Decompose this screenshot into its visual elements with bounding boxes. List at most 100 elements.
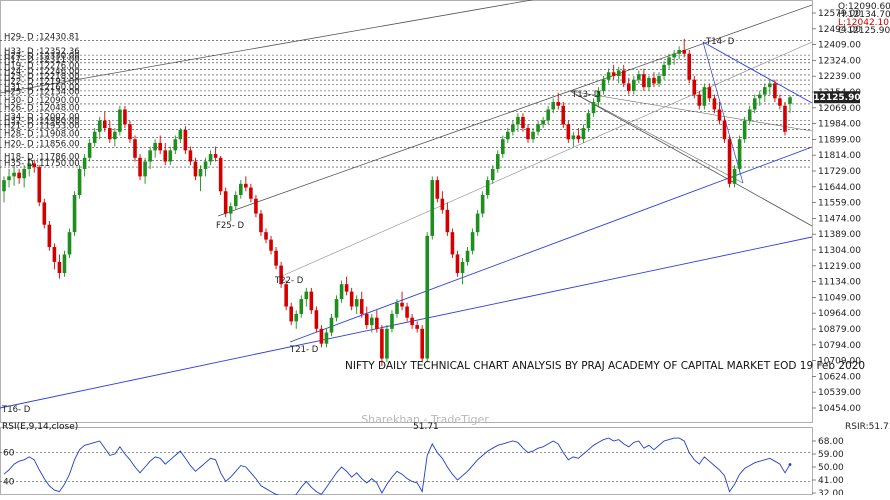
ohlc-high: H:12134.70: [838, 10, 890, 20]
candle-body: [128, 124, 132, 140]
candle-body: [536, 124, 540, 132]
candle-body: [244, 183, 248, 188]
candle-body: [677, 49, 681, 54]
candle-body: [364, 313, 369, 326]
candle-body: [737, 139, 742, 169]
candle-body: [717, 109, 722, 121]
candle-body: [2, 180, 6, 192]
candle-body: [702, 87, 707, 106]
candle-body: [506, 131, 510, 140]
candle-body: [102, 120, 107, 129]
candle-body: [435, 180, 440, 199]
chart-title: NIFTY DAILY TECHNICAL CHART ANALYSIS BY …: [345, 360, 865, 372]
candle-body: [37, 167, 42, 203]
price-tick-label: 11559.00: [818, 199, 861, 209]
candle-body: [541, 120, 545, 125]
price-tick-label: 10709.00: [818, 357, 861, 367]
candle-body: [707, 87, 712, 99]
price-tick-label: 12239.00: [818, 72, 861, 82]
rsi-tick-label: 59.00: [818, 450, 844, 460]
candle-body: [62, 254, 67, 274]
candle-body: [254, 198, 258, 214]
rsi-right-label: RSIR:51.71: [845, 422, 890, 432]
rsi-left-tick-label: 60: [3, 449, 15, 459]
price-tick-label: 10794.00: [818, 341, 861, 351]
candle-body: [354, 299, 359, 307]
last-price-label: 12125.90: [813, 93, 860, 103]
trendline-blue-support-2: [289, 146, 812, 343]
candle-body: [7, 176, 11, 181]
candle-body: [495, 154, 500, 169]
candle-body: [284, 284, 288, 307]
trendline-blue-fan: [702, 41, 744, 184]
price-tick-label: 11729.00: [818, 167, 861, 177]
candle-body: [742, 120, 747, 140]
ohlc-box: O:12090.60 H:12134.70 L:12042.10 C:12125…: [838, 2, 890, 36]
level-label: H22- D :12193.00: [4, 77, 80, 87]
candle-body: [304, 291, 309, 300]
candle-body: [218, 157, 223, 192]
trendline-blue-resistance: [702, 41, 812, 104]
level-label: H25- D :12134.00: [4, 88, 80, 98]
candle-body: [556, 102, 561, 106]
candle-body: [571, 135, 576, 140]
candle-body: [465, 250, 470, 262]
candle-body: [158, 142, 162, 151]
candle-body: [687, 53, 692, 80]
candle-body: [722, 120, 727, 140]
candle-body: [788, 97, 792, 104]
trendline-fan-1: [569, 90, 744, 184]
candle-body: [203, 161, 208, 169]
candle-body: [652, 77, 656, 84]
candle-body: [314, 310, 319, 329]
candle-body: [773, 83, 777, 99]
candle-body: [289, 306, 293, 322]
candle-body: [576, 135, 581, 140]
rsi-tick-label: 50.00: [818, 463, 844, 473]
candle-body: [480, 194, 485, 214]
price-tick-label: 11644.00: [818, 183, 861, 193]
level-label: H35- D :11750.00: [4, 159, 80, 169]
level-label: H20- D :11856.00: [4, 139, 80, 149]
candle-body: [410, 317, 414, 326]
rsi-left-tick-label: 40: [3, 477, 15, 487]
point-labels: F25- D T22- D T21- D T16- D T13- D T14- D: [1, 37, 735, 415]
candle-body: [455, 254, 460, 274]
candle-body: [783, 105, 787, 132]
candle-body: [228, 206, 233, 214]
candle-body: [27, 163, 31, 169]
candle-body: [581, 128, 586, 140]
candle-body: [259, 213, 263, 233]
candle-body: [87, 142, 92, 158]
candle-body: [97, 120, 102, 132]
candle-body: [445, 209, 450, 233]
candle-body: [521, 116, 525, 129]
trendline-channel-upper: [217, 4, 812, 217]
rsi-tick-label: 32.00: [818, 489, 844, 495]
candle-body: [400, 302, 404, 307]
candle-body: [385, 328, 389, 359]
candle-body: [42, 202, 47, 225]
price-tick-label: 12579.00: [818, 9, 861, 19]
price-tick-label: 12409.00: [818, 41, 861, 51]
price-tick-label: 10879.00: [818, 325, 861, 335]
price-panel-frame: [0, 0, 813, 423]
candle-body: [370, 317, 374, 326]
ohlc-close: C:12125.90: [838, 26, 890, 36]
level-label: H24- D :12246.00: [4, 67, 80, 77]
horizontal-levels: [0, 40, 812, 168]
candle-body: [319, 328, 324, 344]
candle-body: [475, 213, 480, 233]
candle-body: [208, 154, 213, 162]
candle-body: [52, 247, 57, 262]
price-tick-label: 12069.00: [818, 104, 861, 114]
candle-body: [47, 224, 52, 248]
candle-body: [516, 116, 520, 125]
rsi-last-point: [788, 463, 792, 466]
candle-body: [380, 328, 384, 359]
candle-body: [415, 325, 419, 329]
price-tick-label: 11134.00: [818, 278, 861, 288]
candle-body: [123, 109, 127, 125]
candle-body: [405, 306, 409, 318]
